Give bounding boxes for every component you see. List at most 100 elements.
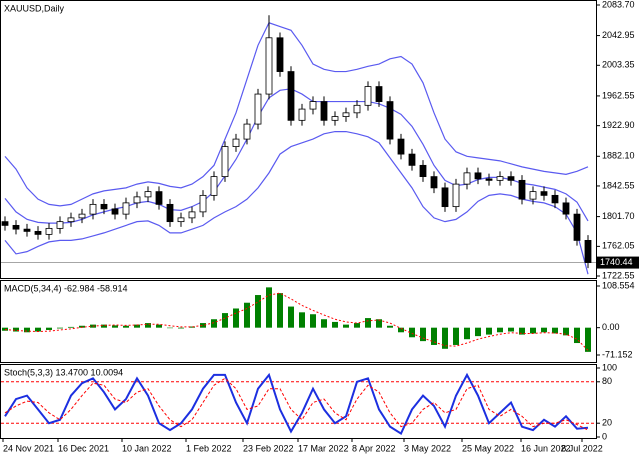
y-tick-label: 1762.05 (602, 241, 635, 251)
candle-body (12, 224, 20, 230)
candle-body (287, 71, 295, 121)
candle-body (210, 176, 218, 196)
histogram-bar (13, 327, 19, 332)
y-tick-label: 1801.70 (602, 211, 635, 221)
histogram-bar (420, 327, 426, 342)
histogram-bar (387, 325, 393, 328)
histogram-bar (35, 327, 41, 332)
price-label-box (597, 256, 639, 269)
histogram-bar (277, 293, 283, 328)
candle-body (430, 176, 438, 189)
y-tick-label: 0 (602, 431, 607, 441)
histogram-bar (442, 327, 448, 349)
x-tick-label: 16 Jun 2022 (521, 443, 571, 453)
candle-body (254, 93, 262, 125)
histogram-bar (409, 327, 415, 338)
histogram-bar (255, 295, 261, 328)
candle-body (78, 213, 86, 219)
candle-body (474, 172, 482, 180)
candle-body (199, 194, 207, 213)
histogram-bar (79, 325, 85, 328)
y-tick-label: -71.152 (602, 349, 633, 359)
candle-body (507, 176, 515, 181)
y-tick-label: 1842.55 (602, 180, 635, 190)
candle-body (177, 217, 185, 223)
histogram-bar (200, 323, 206, 328)
series-line (4, 377, 589, 431)
candle-body (562, 202, 570, 215)
histogram-bar (123, 325, 129, 328)
candle-body (23, 228, 31, 232)
histogram-bar (365, 318, 371, 328)
candle-body (496, 176, 504, 181)
candle-body (56, 221, 64, 229)
x-tick-label: 3 May 2022 (404, 443, 451, 453)
histogram-bar (233, 308, 239, 328)
y-tick-label: 1722.55 (602, 270, 635, 280)
candle-body (320, 101, 328, 121)
candle-body (232, 138, 240, 147)
candle-body (221, 146, 229, 178)
panel-title: Stoch(5,3,3) 13.4700 10.0094 (4, 367, 123, 377)
series-line (4, 130, 589, 275)
y-tick-label: 20 (602, 418, 612, 428)
histogram-bar (134, 324, 140, 328)
y-tick-label: 1962.55 (602, 90, 635, 100)
candle-body (111, 208, 119, 215)
x-tick-label: 17 Mar 2022 (298, 443, 349, 453)
histogram-bar (299, 312, 305, 328)
series-line (4, 292, 589, 351)
x-tick-label: 10 Jan 2022 (122, 443, 172, 453)
candle-body (155, 191, 163, 205)
histogram-bar (508, 327, 514, 332)
series-line (4, 372, 589, 436)
candle-body (309, 101, 317, 110)
y-tick-label: 80 (602, 376, 612, 386)
y-tick-label: 108.554 (602, 280, 635, 290)
series-line (4, 22, 589, 207)
histogram-bar (46, 327, 52, 330)
x-tick-label: 8 Apr 2022 (352, 443, 396, 453)
histogram-bar (288, 306, 294, 328)
histogram-bar (101, 324, 107, 328)
histogram-bar (343, 324, 349, 328)
histogram-bar (475, 327, 481, 337)
candle-body (364, 86, 372, 106)
candle-body (45, 227, 53, 235)
candle-body (144, 191, 152, 198)
candle-body (331, 116, 339, 121)
candle-body (342, 112, 350, 117)
candle-body (243, 123, 251, 140)
histogram-bar (266, 287, 272, 328)
candle-body (353, 104, 361, 114)
candle-body (441, 187, 449, 208)
candle-body (67, 217, 75, 223)
histogram-bar (497, 327, 503, 333)
x-tick-label: 1 Feb 2022 (186, 443, 232, 453)
y-tick-label: 1922.90 (602, 120, 635, 130)
histogram-bar (24, 327, 30, 333)
histogram-bar (354, 323, 360, 328)
histogram-bar (167, 327, 173, 329)
histogram-bar (156, 324, 162, 328)
histogram-bar (68, 326, 74, 328)
histogram-bar (585, 327, 591, 352)
candle-body (34, 230, 42, 235)
y-tick-label: 0.00 (602, 322, 620, 332)
candle-body (540, 191, 548, 196)
histogram-bar (178, 327, 184, 329)
histogram-bar (552, 327, 558, 334)
series-line (4, 88, 589, 224)
x-tick-label: 8 Jul 2022 (561, 443, 603, 453)
candle-body (122, 202, 130, 215)
histogram-bar (530, 327, 536, 334)
y-tick-label: 100 (602, 362, 617, 372)
panel-title: MACD(5,34,4) -62.984 -58.914 (4, 283, 128, 293)
histogram-bar (145, 323, 151, 328)
histogram-bar (310, 314, 316, 328)
histogram-bar (332, 321, 338, 328)
y-tick-label: 1882.10 (602, 151, 635, 161)
candle-body (529, 191, 537, 200)
